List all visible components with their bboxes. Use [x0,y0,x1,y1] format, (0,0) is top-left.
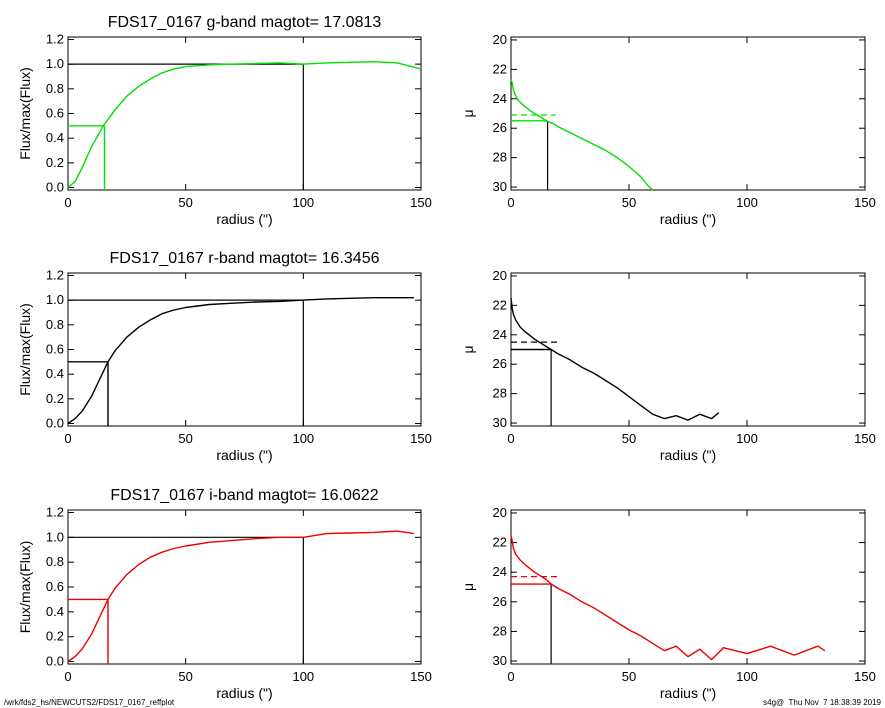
panel-2-xlabel: radius (") [660,211,716,227]
panel-6-ytick-label: 22 [493,535,507,550]
panel-4-xtick-label: 150 [854,431,876,446]
panel-6-xtick-label: 150 [854,669,876,684]
panel-6-xtick-label: 100 [736,669,758,684]
panel-1-ytick-label: 0.8 [46,81,64,96]
panel-1-xlabel: radius (") [216,211,272,227]
panel-3-xtick-label: 0 [64,431,71,446]
panel-4-xtick-label: 0 [507,431,514,446]
panel-1-xtick-label: 50 [178,195,192,210]
panel-3-ytick-label: 0.4 [46,366,64,381]
panel-6-series-line [510,535,826,661]
panel-3-ytick-label: 0.2 [46,391,64,406]
panel-5-xtick-label: 150 [410,669,432,684]
panel-1-title: FDS17_0167 g-band magtot= 17.0813 [108,14,382,31]
panel-2-ytick-label: 30 [493,179,507,194]
panel-6-ytick-label: 28 [493,623,507,638]
panel-1-xtick-label: 150 [410,195,432,210]
panel-1-xtick-label: 100 [292,195,314,210]
panel-4-ytick-label: 24 [493,327,507,342]
panel-1-ytick-label: 1.0 [46,56,64,71]
panel-6-xtick-label: 50 [622,669,636,684]
panel-2-ytick-label: 28 [493,150,507,165]
panel-1-frame [67,36,422,191]
panel-5-ytick-label: 1.0 [46,529,64,544]
panel-5-ytick-label: 0.4 [46,604,64,619]
panel-5-xtick-label: 100 [292,669,314,684]
panel-3-ytick-label: 1.0 [46,292,64,307]
panel-2-xtick-label: 0 [507,195,514,210]
panel-3-title: FDS17_0167 r-band magtot= 16.3456 [110,250,380,267]
panel-4-series-line [510,297,720,421]
panel-2-series-line [510,79,654,191]
panel-5-ytick-label: 0.8 [46,554,64,569]
footer-stamp: s4g@ Thu Nov 7 18:38:39 2019 [763,698,881,707]
panel-4-xlabel: radius (") [660,447,716,463]
panel-6-xlabel: radius (") [660,685,716,701]
panel-1-ylabel: Flux/max(Flux) [17,67,33,160]
panel-2-frame [510,36,866,191]
panel-6-ytick-label: 20 [493,505,507,520]
panel-5-ytick-label: 0.6 [46,579,64,594]
panel-3-ytick-label: 0.0 [46,416,64,431]
panel-4-frame [510,272,866,427]
panel-6-ytick-label: 30 [493,653,507,668]
panel-1-xtick-label: 0 [64,195,71,210]
panel-1-ytick-label: 1.2 [46,31,64,46]
panel-1-ytick-label: 0.6 [46,106,64,121]
panel-2-ytick-label: 24 [493,91,507,106]
panel-6-xtick-label: 0 [507,669,514,684]
panel-4-ytick-label: 30 [493,415,507,430]
panel-1-ytick-label: 0.4 [46,130,64,145]
panel-5-xlabel: radius (") [216,685,272,701]
panel-3-ytick-label: 0.6 [46,342,64,357]
panel-4-xtick-label: 100 [736,431,758,446]
panel-4-ylabel: μ [460,345,476,353]
panel-1-ytick-label: 0.0 [46,180,64,195]
panel-5-title: FDS17_0167 i-band magtot= 16.0622 [110,487,378,504]
panel-2-ytick-label: 20 [493,32,507,47]
panel-6-frame [510,509,866,665]
panel-4-xtick-label: 50 [622,431,636,446]
panel-3-xtick-label: 100 [292,431,314,446]
panel-2-ytick-label: 26 [493,120,507,135]
panel-5-xtick-label: 50 [178,669,192,684]
panel-5-series-line [67,530,415,663]
panel-1-ytick-label: 0.2 [46,155,64,170]
panel-5-ytick-label: 1.2 [46,504,64,519]
panel-3-xtick-label: 150 [410,431,432,446]
panel-6-ylabel: μ [460,583,476,591]
panel-6-ytick-label: 24 [493,564,507,579]
panel-5-ytick-label: 0.2 [46,629,64,644]
panel-2-xtick-label: 50 [622,195,636,210]
panel-1-series-line [67,61,422,189]
panel-2-ylabel: μ [460,109,476,117]
panel-3-series-line [67,297,414,425]
panel-5-xtick-label: 0 [64,669,71,684]
panel-3-ytick-label: 0.8 [46,317,64,332]
panel-4-ytick-label: 28 [493,386,507,401]
panel-5-ytick-label: 0.0 [46,654,64,669]
panel-6-ytick-label: 26 [493,594,507,609]
panel-3-frame [67,272,422,427]
panel-2-xtick-label: 150 [854,195,876,210]
panel-3-ylabel: Flux/max(Flux) [17,303,33,396]
panel-5-ylabel: Flux/max(Flux) [17,541,33,634]
panel-4-ytick-label: 20 [493,268,507,283]
panel-2-ytick-label: 22 [493,61,507,76]
panel-3-xtick-label: 50 [178,431,192,446]
panel-4-ytick-label: 22 [493,297,507,312]
panel-3-ytick-label: 1.2 [46,267,64,282]
footer-path: /wrk/fds2_hs/NEWCUTS2/FDS17_0167_reffplo… [4,698,175,707]
panel-3-xlabel: radius (") [216,447,272,463]
panel-4-ytick-label: 26 [493,356,507,371]
panel-2-xtick-label: 100 [736,195,758,210]
